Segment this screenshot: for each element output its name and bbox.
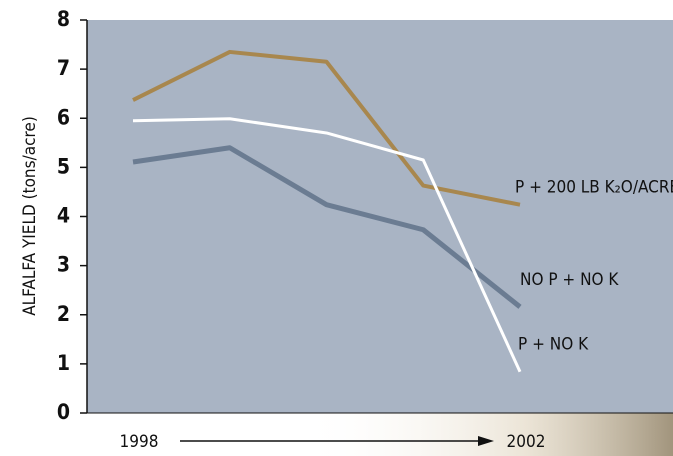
y-tick-label: 5 (57, 154, 70, 178)
y-tick-label: 1 (57, 351, 70, 375)
y-tick-label: 3 (57, 253, 70, 277)
series-label: NO P + NO K (520, 270, 619, 290)
time-arrow-head (478, 436, 494, 446)
y-tick-label: 8 (57, 7, 70, 31)
series-line (132, 145, 522, 309)
y-tick-label: 2 (57, 302, 70, 326)
series-label: P + NO K (518, 335, 589, 355)
series-line (132, 117, 522, 373)
y-tick-label: 0 (57, 400, 70, 424)
y-tick-label: 4 (57, 204, 70, 228)
series-line (132, 49, 521, 207)
y-tick-label: 6 (57, 105, 70, 129)
x-tick-label: 1998 (120, 432, 159, 452)
y-tick-label: 7 (57, 56, 70, 80)
series-label: P + 200 LB K₂O/ACRE (515, 178, 673, 198)
y-axis-label: ALFALFA YIELD (tons/acre) (20, 116, 40, 316)
x-tick-label: 2002 (507, 432, 546, 452)
